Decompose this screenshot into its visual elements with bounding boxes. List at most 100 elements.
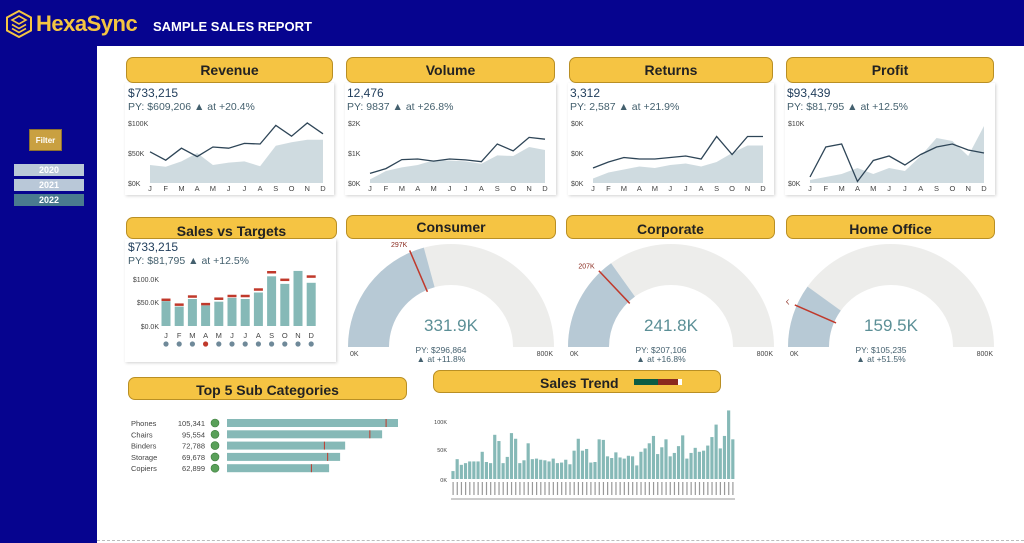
trend-bar (572, 450, 576, 479)
consumer-title: Consumer (346, 215, 556, 239)
trend-bar (676, 446, 681, 479)
trend-bar (493, 434, 497, 479)
trend-bar (468, 461, 472, 479)
y-tick-label: $0K (128, 181, 141, 188)
status-dot (203, 341, 209, 347)
month-label: M (189, 331, 195, 340)
y-tick-label: $0K (788, 181, 801, 188)
app-name: HexaSync (36, 11, 138, 36)
gauge-value: 159.5K (864, 316, 919, 335)
subcategory-value: 69,678 (182, 453, 205, 462)
trend-bar (630, 456, 635, 479)
month-label: N (305, 184, 310, 193)
volume-sparkline-chart: $2K $1K $0K J F M A M J J A S O N D (348, 121, 548, 193)
gauge-value: 331.9K (424, 316, 479, 335)
current-year-line (809, 143, 985, 183)
gauge-min-label: 0K (570, 351, 579, 358)
month-label: S (269, 331, 274, 340)
month-label: M (178, 184, 184, 193)
trend-bar (693, 447, 697, 479)
consumer-gauge: 297K 331.9K 0K 800K PY: $296,864▲ at +11.8% (348, 242, 554, 364)
trend-bar (480, 451, 484, 479)
gauge-target-line (598, 270, 631, 304)
trend-bar (488, 463, 493, 479)
month-label: M (621, 184, 627, 193)
sales-trend-bar-chart: 100K 50K 0K (434, 410, 735, 500)
gauge-max-label: 800K (537, 351, 554, 358)
trend-bar (706, 445, 710, 479)
trend-bar (568, 464, 572, 479)
sales-bar (240, 299, 250, 326)
profit-sparkline-chart: $10K $0K J F M A M J J A S O N D (788, 121, 987, 193)
corporate-gauge: 207K 241.8K 0K 800K PY: $207,106▲ at +16.8% (568, 244, 774, 364)
month-label: D (542, 184, 548, 193)
month-label: A (479, 184, 484, 193)
status-dot (308, 341, 314, 347)
sidebar (0, 46, 97, 543)
month-label: F (163, 184, 168, 193)
trend-bar (580, 450, 585, 479)
subcategory-value: 62,899 (182, 464, 205, 473)
y-tick-label: $0K (571, 181, 584, 188)
month-label: J (903, 184, 907, 193)
gauge-max-label: 800K (757, 351, 774, 358)
target-marker (240, 294, 250, 298)
sales-trend-title: Sales Trend (540, 375, 619, 391)
target-marker (161, 298, 171, 302)
trend-bar (514, 438, 518, 479)
sales-bar (306, 282, 316, 326)
profit-title: Profit (786, 57, 994, 83)
month-label: F (177, 331, 182, 340)
hexagon-logo-icon (6, 10, 32, 38)
trend-bar (551, 458, 555, 479)
gauge-min-label: 0K (790, 351, 799, 358)
target-marker (214, 297, 224, 300)
trend-bar (727, 410, 731, 479)
trend-bar (601, 439, 605, 479)
top-bar: HexaSync SAMPLE SALES REPORT (0, 0, 1024, 46)
trend-bar (618, 457, 622, 479)
revenue-py: PY: $609,206 ▲ at +20.4% (128, 101, 255, 113)
subcategory-bar (227, 419, 398, 427)
trend-bar (576, 438, 580, 479)
revenue-value: $733,215 (128, 86, 179, 100)
year-2021-button[interactable]: 2021 (14, 179, 84, 191)
target-marker (306, 275, 316, 278)
sales-bar (227, 297, 237, 326)
home-office-title: Home Office (786, 215, 995, 239)
sales-vs-targets-title: Sales vs Targets (126, 217, 337, 239)
trend-bar (505, 456, 509, 479)
subcategory-name: Binders (131, 442, 157, 451)
month-label: J (684, 184, 688, 193)
trend-bar (593, 462, 597, 479)
trend-bar (455, 459, 459, 479)
filter-button[interactable]: Filter (29, 129, 62, 151)
trend-bar (710, 437, 714, 479)
month-label: M (839, 184, 845, 193)
year-2020-button[interactable]: 2020 (14, 164, 84, 176)
month-label: A (699, 184, 704, 193)
month-label: M (870, 184, 876, 193)
gauge-min-label: 0K (350, 351, 359, 358)
status-dot (295, 341, 301, 347)
month-label: A (195, 184, 200, 193)
sales-bar (253, 292, 263, 326)
y-tick-label: $0K (348, 181, 361, 188)
month-label: J (808, 184, 812, 193)
trend-bar (672, 452, 676, 479)
status-dot (216, 341, 222, 347)
target-marker (187, 295, 197, 298)
subcategory-name: Chairs (131, 430, 153, 439)
sales-bar (267, 276, 277, 326)
month-label: O (949, 184, 955, 193)
year-2022-button[interactable]: 2022 (14, 194, 84, 206)
y-tick-label: 0K (440, 478, 447, 484)
gauge-background-arc (788, 244, 994, 347)
subcategory-name: Copiers (131, 464, 157, 473)
trend-bar (463, 463, 468, 479)
trend-bar (622, 458, 626, 479)
status-dot (176, 341, 182, 347)
subcategory-status-dot (210, 441, 220, 450)
month-label: J (591, 184, 595, 193)
sales-trend-legend-swatch-white (678, 379, 682, 385)
